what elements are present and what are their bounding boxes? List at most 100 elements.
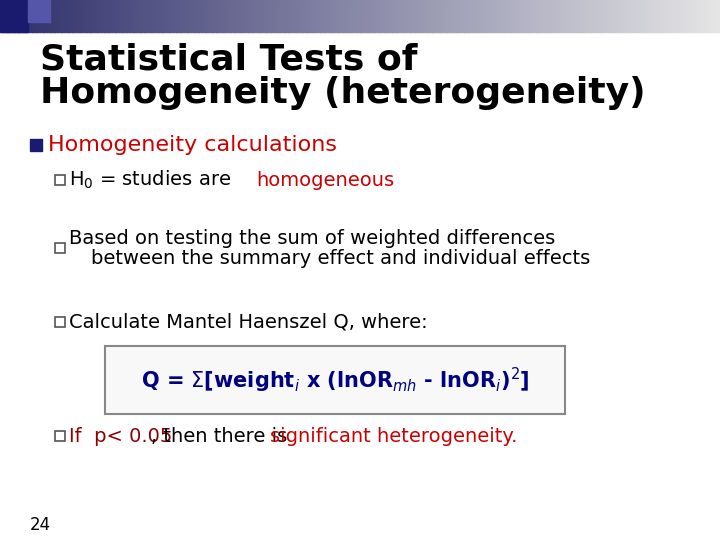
Bar bbox=[551, 0, 555, 32]
Bar bbox=[55, 243, 65, 253]
Bar bbox=[198, 0, 202, 32]
Text: If  p< 0.05: If p< 0.05 bbox=[69, 427, 172, 446]
Bar bbox=[367, 0, 372, 32]
Bar bbox=[648, 0, 652, 32]
Text: , then there is: , then there is bbox=[151, 427, 294, 446]
Bar bbox=[7, 0, 12, 32]
Bar bbox=[558, 0, 562, 32]
Bar bbox=[450, 0, 454, 32]
Bar bbox=[389, 0, 393, 32]
Bar bbox=[151, 0, 156, 32]
Bar bbox=[205, 0, 210, 32]
Bar bbox=[155, 0, 159, 32]
Bar bbox=[371, 0, 375, 32]
Bar bbox=[140, 0, 145, 32]
Bar bbox=[576, 0, 580, 32]
Bar bbox=[28, 0, 50, 22]
Text: Statistical Tests of: Statistical Tests of bbox=[40, 42, 418, 76]
Bar bbox=[637, 0, 642, 32]
Bar bbox=[400, 0, 404, 32]
Bar bbox=[191, 0, 195, 32]
Bar bbox=[698, 0, 703, 32]
Bar bbox=[187, 0, 192, 32]
Bar bbox=[421, 0, 426, 32]
Bar bbox=[274, 0, 278, 32]
Bar bbox=[302, 0, 307, 32]
Bar bbox=[256, 0, 260, 32]
Bar bbox=[522, 0, 526, 32]
Bar bbox=[234, 0, 238, 32]
Bar bbox=[497, 0, 501, 32]
Bar bbox=[360, 0, 364, 32]
Bar bbox=[392, 0, 397, 32]
Bar bbox=[335, 0, 339, 32]
Text: Homogeneity (heterogeneity): Homogeneity (heterogeneity) bbox=[40, 76, 646, 110]
Bar bbox=[292, 0, 296, 32]
Bar bbox=[382, 0, 386, 32]
Bar bbox=[281, 0, 285, 32]
Bar bbox=[43, 0, 48, 32]
Bar bbox=[144, 0, 148, 32]
Bar bbox=[76, 0, 80, 32]
Bar bbox=[562, 0, 566, 32]
Bar bbox=[457, 0, 462, 32]
Bar bbox=[79, 0, 84, 32]
Bar bbox=[227, 0, 231, 32]
Bar bbox=[493, 0, 498, 32]
Bar bbox=[403, 0, 408, 32]
Bar bbox=[446, 0, 451, 32]
Bar bbox=[94, 0, 98, 32]
Bar bbox=[702, 0, 706, 32]
Text: homogeneous: homogeneous bbox=[256, 171, 394, 190]
Bar bbox=[644, 0, 649, 32]
Bar bbox=[220, 0, 224, 32]
Bar bbox=[83, 0, 87, 32]
Bar bbox=[716, 0, 720, 32]
Bar bbox=[511, 0, 516, 32]
Bar bbox=[130, 0, 134, 32]
Bar bbox=[338, 0, 343, 32]
Bar bbox=[158, 0, 163, 32]
Bar bbox=[277, 0, 282, 32]
Bar bbox=[580, 0, 584, 32]
Bar bbox=[529, 0, 534, 32]
Bar bbox=[479, 0, 483, 32]
Bar bbox=[54, 0, 58, 32]
Bar bbox=[14, 0, 19, 32]
Bar bbox=[504, 0, 508, 32]
Bar bbox=[619, 0, 624, 32]
Bar bbox=[29, 0, 33, 32]
Bar bbox=[55, 431, 65, 441]
Bar bbox=[414, 0, 418, 32]
Text: significant heterogeneity.: significant heterogeneity. bbox=[270, 427, 518, 446]
Bar bbox=[608, 0, 613, 32]
Bar bbox=[310, 0, 314, 32]
Bar bbox=[72, 0, 76, 32]
Bar bbox=[374, 0, 379, 32]
Bar bbox=[148, 0, 152, 32]
Bar bbox=[623, 0, 627, 32]
Bar bbox=[328, 0, 332, 32]
Bar bbox=[583, 0, 588, 32]
Bar bbox=[544, 0, 548, 32]
Bar bbox=[443, 0, 447, 32]
Bar bbox=[299, 0, 303, 32]
Bar bbox=[122, 0, 127, 32]
Bar bbox=[176, 0, 181, 32]
Bar bbox=[486, 0, 490, 32]
Bar bbox=[378, 0, 382, 32]
Bar bbox=[331, 0, 336, 32]
Text: 24: 24 bbox=[30, 516, 51, 534]
Bar bbox=[605, 0, 609, 32]
Bar bbox=[425, 0, 429, 32]
Bar bbox=[587, 0, 591, 32]
Bar bbox=[115, 0, 120, 32]
Bar bbox=[104, 0, 109, 32]
Bar bbox=[659, 0, 663, 32]
Bar bbox=[695, 0, 699, 32]
FancyBboxPatch shape bbox=[105, 346, 565, 414]
Bar bbox=[464, 0, 469, 32]
Bar bbox=[342, 0, 346, 32]
Bar bbox=[688, 0, 692, 32]
Bar bbox=[252, 0, 256, 32]
